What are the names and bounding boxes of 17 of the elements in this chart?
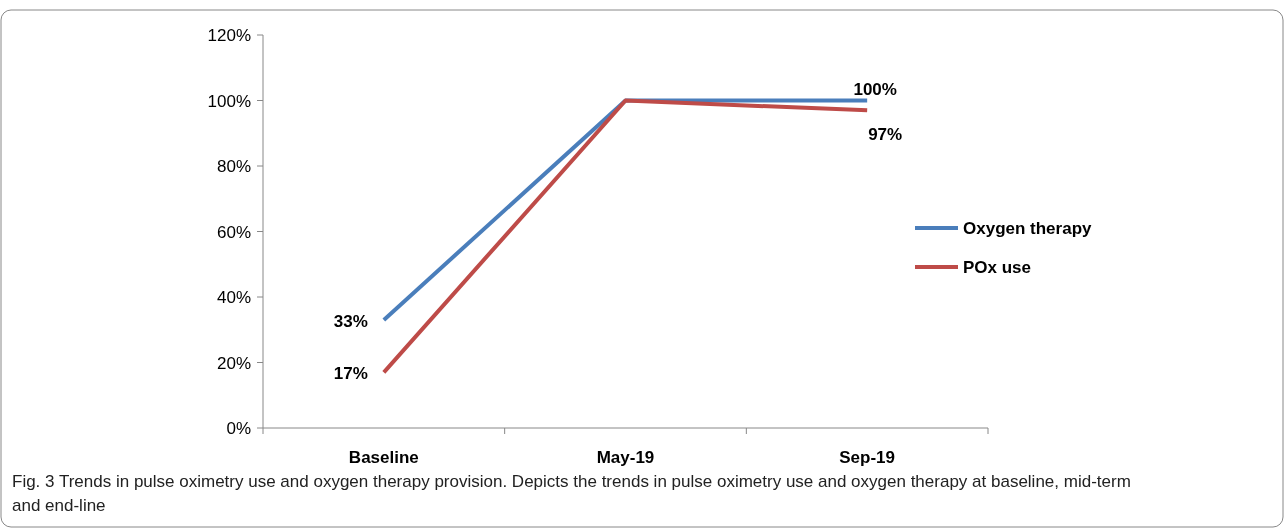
y-tick-label: 60% xyxy=(216,222,251,242)
y-tick-label: 20% xyxy=(216,353,251,373)
y-tick-label: 80% xyxy=(216,157,251,176)
x-tick-label: Sep-19 xyxy=(839,448,896,467)
y-tick-label: 120% xyxy=(207,26,251,45)
x-tick-label: May-19 xyxy=(596,448,655,467)
y-tick-label: 100% xyxy=(207,91,251,111)
data-label: 100% xyxy=(853,79,897,99)
legend-label: Oxygen therapy xyxy=(963,219,1093,238)
y-tick-label: 0% xyxy=(226,419,251,438)
x-tick-label: Baseline xyxy=(348,448,419,467)
data-label: 97% xyxy=(868,125,903,145)
data-label: 33% xyxy=(333,311,368,331)
legend-label: POx use xyxy=(963,258,1032,277)
data-label: 17% xyxy=(333,364,368,384)
caption: Fig. 3 Trends in pulse oximetry use and oxygen therapy provision. Depicts the trends in pulse oximetry use and oxygen therapy at baseline, mid-term and end-line xyxy=(12,472,1131,515)
y-tick-label: 40% xyxy=(216,288,251,307)
